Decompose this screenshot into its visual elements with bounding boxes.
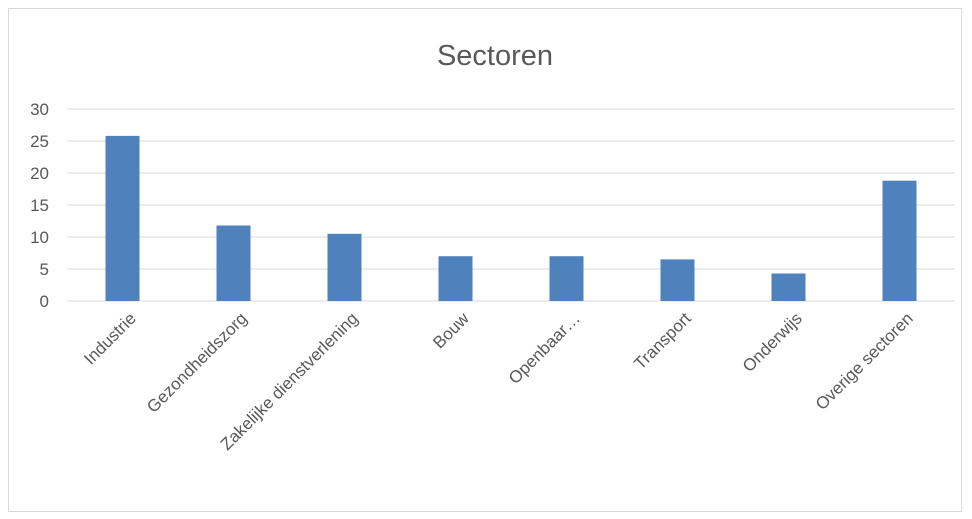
bar-bouw — [438, 256, 473, 301]
y-tick-label: 20 — [30, 164, 49, 183]
y-axis-tick-labels: 0 5 10 15 20 25 30 — [30, 100, 49, 311]
bar-gezondheidszorg — [216, 225, 251, 301]
y-tick-label: 5 — [40, 260, 49, 279]
x-category-label: Openbaar… — [505, 309, 584, 388]
x-category-label: Overige sectoren — [812, 309, 917, 414]
x-category-label: Transport — [630, 309, 695, 374]
bars — [105, 135, 917, 301]
bar-zakelijke-dienstverlening — [327, 233, 362, 301]
y-tick-label: 30 — [30, 100, 49, 119]
bar-overige-sectoren — [882, 180, 917, 301]
gridlines — [67, 108, 955, 302]
x-category-label: Onderwijs — [739, 309, 806, 376]
y-tick-label: 10 — [30, 228, 49, 247]
bar-onderwijs — [771, 273, 806, 301]
chart-title: Sectoren — [437, 40, 553, 72]
x-category-label: Gezondheidszorg — [143, 309, 251, 417]
bar-chart: Sectoren 0 5 10 15 20 25 30 Industrie Gezondhei… — [30, 40, 955, 454]
bar-openbaar — [549, 256, 584, 301]
y-tick-label: 25 — [30, 132, 49, 151]
y-tick-label: 15 — [30, 196, 49, 215]
x-category-label: Bouw — [429, 308, 473, 352]
bar-transport — [660, 259, 695, 301]
bar-industrie — [105, 135, 140, 301]
y-tick-label: 0 — [40, 292, 49, 311]
chart-area: Sectoren 0 5 10 15 20 25 30 Industrie Gezondhei… — [8, 8, 962, 512]
x-category-label: Industrie — [80, 309, 140, 369]
